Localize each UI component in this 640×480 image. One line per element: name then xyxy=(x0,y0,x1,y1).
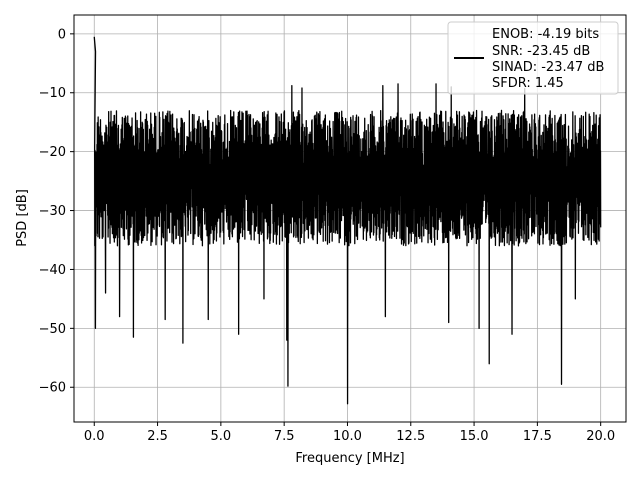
x-tick-label: 17.5 xyxy=(523,429,552,444)
legend-box xyxy=(447,21,619,95)
plot-frame xyxy=(73,14,627,423)
y-tick-label: −60 xyxy=(39,381,66,396)
legend: ENOB: -4.19 bits SNR: -23.45 dB SINAD: -… xyxy=(447,21,619,95)
x-tick-label: 2.5 xyxy=(147,429,168,444)
x-tick-label: 10.0 xyxy=(333,429,362,444)
y-tick-label: −10 xyxy=(39,86,66,101)
series-area xyxy=(93,36,602,405)
x-tick-label: 7.5 xyxy=(274,429,295,444)
x-tick-label: 5.0 xyxy=(211,429,232,444)
legend-entry-snr: SNR: -23.45 dB xyxy=(492,44,590,59)
x-tick-label: 20.0 xyxy=(586,429,615,444)
y-axis-label: PSD [dB] xyxy=(15,189,30,247)
y-tick-label: −40 xyxy=(39,263,66,278)
y-tick-label: −30 xyxy=(39,204,66,219)
y-tick-label: −20 xyxy=(39,145,66,160)
psd-series-line xyxy=(93,36,602,405)
y-tick-label: −50 xyxy=(39,322,66,337)
x-tick-label: 0.0 xyxy=(84,429,105,444)
x-tick-label: 12.5 xyxy=(396,429,425,444)
y-tick-label: 0 xyxy=(58,27,66,42)
legend-entry-enob: ENOB: -4.19 bits xyxy=(492,27,599,42)
x-tick-label: 15.0 xyxy=(460,429,489,444)
x-axis-label: Frequency [MHz] xyxy=(295,451,404,466)
legend-entry-sfdr: SFDR: 1.45 xyxy=(492,76,564,91)
legend-entry-sinad: SINAD: -23.47 dB xyxy=(492,60,604,75)
axis-ticks: 0.0 2.5 5.0 7.5 10.0 12.5 15.0 17.5 20.0 0 −10 −20 −… xyxy=(39,27,616,444)
